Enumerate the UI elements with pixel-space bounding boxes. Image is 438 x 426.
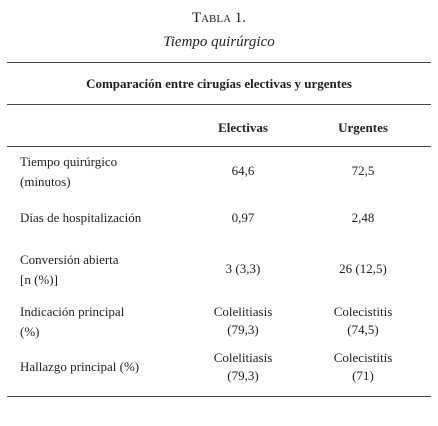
cell: 0,97: [231, 210, 255, 225]
row-label: (%): [20, 324, 40, 339]
cell: (74,5): [347, 322, 379, 337]
row-label: Días de hospitalización: [20, 210, 142, 225]
cell: 64,6: [231, 163, 255, 178]
row-label: Indicación principal: [20, 304, 125, 319]
cell: (79,3): [227, 368, 259, 383]
table-caption: Comparación entre cirugías electivas y u…: [86, 76, 352, 91]
rule: [7, 396, 431, 397]
row-label: (minutos): [20, 174, 71, 189]
row-label: Hallazgo principal (%): [20, 359, 140, 374]
cell: Colecistitis: [333, 350, 393, 365]
cell: 26 (12,5): [339, 261, 387, 276]
cell: (71): [352, 368, 374, 383]
table-title: Tabla 1.: [191, 10, 247, 26]
row-label: Tiempo quirúrgico: [20, 154, 118, 169]
row-label: Conversión abierta: [20, 252, 119, 267]
cell: 2,48: [351, 210, 375, 225]
cell: 3 (3,3): [225, 261, 261, 276]
cell: Colecistitis: [333, 304, 393, 319]
table-subtitle: Tiempo quirúrgico: [163, 34, 275, 50]
row-label: [n (%)]: [20, 272, 58, 287]
cell: Colelitiasis: [213, 304, 273, 319]
column-header: Urgentes: [338, 120, 388, 135]
cell: Colelitiasis: [213, 350, 273, 365]
column-header: Electivas: [218, 120, 268, 135]
rule: [7, 104, 431, 105]
cell: 72,5: [351, 163, 375, 178]
rule: [7, 146, 431, 147]
cell: (79,3): [227, 322, 259, 337]
rule: [7, 62, 431, 63]
